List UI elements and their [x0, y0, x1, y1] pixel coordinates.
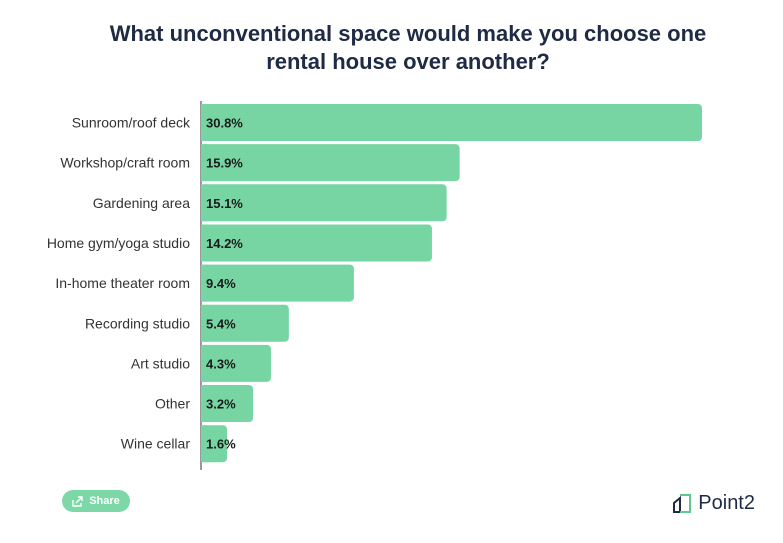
- bar-group: Wine cellar 1.6%: [121, 425, 236, 463]
- bar-group: Sunroom/roof deck 30.8%: [72, 104, 702, 141]
- category-label: Art studio: [131, 355, 190, 371]
- category-label: In-home theater room: [55, 275, 190, 291]
- value-label: 14.2%: [206, 236, 243, 251]
- chart-title-line-2: rental house over another?: [266, 49, 550, 74]
- value-label: 3.2%: [206, 397, 236, 412]
- category-label: Gardening area: [93, 195, 191, 211]
- bar-left-edge: [201, 224, 207, 262]
- category-label: Home gym/yoga studio: [47, 235, 190, 251]
- bar-left-edge: [201, 344, 207, 382]
- house-icon: [673, 494, 692, 513]
- bar-group: Art studio 4.3%: [131, 344, 271, 382]
- value-label: 4.3%: [206, 356, 236, 371]
- value-label: 30.8%: [206, 116, 243, 131]
- category-label: Sunroom/roof deck: [72, 115, 191, 131]
- category-label: Other: [155, 396, 190, 412]
- bar[interactable]: [201, 264, 354, 302]
- bar-left-edge: [201, 144, 207, 182]
- bar-left-edge: [201, 184, 207, 222]
- bar-left-edge: [201, 104, 207, 141]
- chart-title: What unconventional space would make you…: [80, 20, 736, 76]
- bar[interactable]: [201, 224, 432, 262]
- chart-title-line-1: What unconventional space would make you…: [109, 21, 707, 46]
- value-label: 1.6%: [206, 437, 236, 452]
- point2-logo: Point2: [672, 490, 755, 516]
- bar[interactable]: [201, 304, 289, 342]
- category-label: Workshop/craft room: [60, 155, 190, 171]
- bar[interactable]: [201, 144, 460, 182]
- share-icon: [72, 495, 83, 507]
- bar-left-edge: [201, 264, 207, 302]
- bar[interactable]: [201, 425, 228, 463]
- bar-group: Workshop/craft room 15.9%: [60, 144, 460, 182]
- bar[interactable]: [201, 184, 447, 222]
- bar-group: In-home theater room 9.4%: [55, 264, 354, 302]
- bar-left-edge: [201, 425, 207, 463]
- bar-group: Other 3.2%: [155, 385, 254, 423]
- bar[interactable]: [201, 344, 271, 382]
- bar-left-edge: [201, 385, 207, 423]
- value-label: 15.9%: [206, 156, 243, 171]
- bar-group: Home gym/yoga studio 14.2%: [47, 224, 432, 262]
- bar[interactable]: [201, 104, 702, 141]
- share-button-label: Share: [89, 495, 120, 507]
- category-label: Recording studio: [85, 315, 190, 331]
- bar-left-edge: [201, 304, 207, 342]
- value-label: 9.4%: [206, 276, 236, 291]
- bar[interactable]: [201, 385, 254, 423]
- category-label: Wine cellar: [121, 436, 191, 452]
- bar-group: Recording studio 5.4%: [85, 304, 289, 342]
- bar-group: Gardening area 15.1%: [93, 184, 447, 222]
- share-button[interactable]: Share: [62, 490, 130, 512]
- value-label: 5.4%: [206, 316, 236, 331]
- value-label: 15.1%: [206, 196, 243, 211]
- brand-name: Point2: [698, 491, 755, 514]
